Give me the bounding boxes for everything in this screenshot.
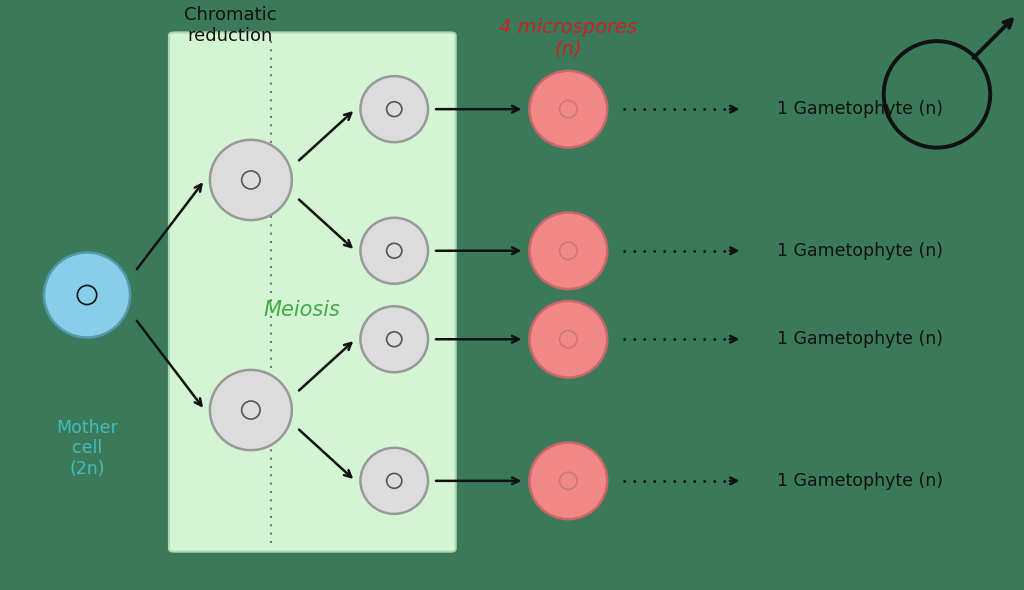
Text: 4 microspores
(n): 4 microspores (n): [500, 18, 637, 58]
Ellipse shape: [210, 370, 292, 450]
Ellipse shape: [529, 442, 607, 519]
Text: Mother
cell
(2n): Mother cell (2n): [56, 418, 118, 478]
Text: Meiosis: Meiosis: [263, 300, 341, 320]
Ellipse shape: [360, 306, 428, 372]
Ellipse shape: [44, 253, 130, 337]
Ellipse shape: [360, 218, 428, 284]
Ellipse shape: [529, 71, 607, 148]
Text: Chromatic
reduction: Chromatic reduction: [184, 6, 276, 45]
Text: 1 Gametophyte (n): 1 Gametophyte (n): [777, 242, 943, 260]
Ellipse shape: [360, 448, 428, 514]
Text: 1 Gametophyte (n): 1 Gametophyte (n): [777, 100, 943, 118]
Ellipse shape: [529, 301, 607, 378]
Ellipse shape: [529, 212, 607, 289]
Ellipse shape: [210, 140, 292, 220]
Text: 1 Gametophyte (n): 1 Gametophyte (n): [777, 472, 943, 490]
Text: 1 Gametophyte (n): 1 Gametophyte (n): [777, 330, 943, 348]
FancyBboxPatch shape: [169, 32, 456, 552]
Ellipse shape: [360, 76, 428, 142]
